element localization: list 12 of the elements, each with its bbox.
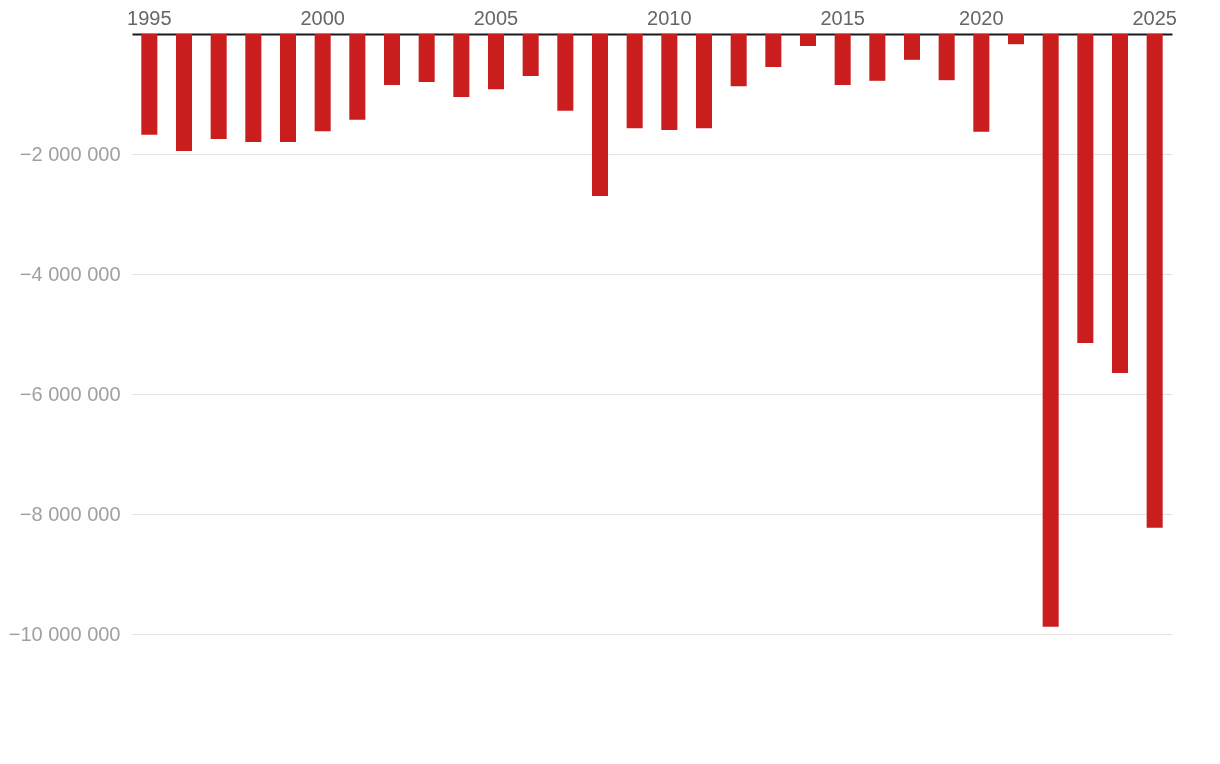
x-tick-label: 2005 — [473, 6, 519, 29]
y-tick-label: −2 000 000 — [19, 142, 121, 165]
x-tick-label: 2015 — [820, 6, 865, 29]
y-tick-label: −6 000 000 — [19, 382, 121, 405]
y-tick-label: −4 000 000 — [19, 262, 121, 285]
x-tick-label: 1995 — [127, 6, 172, 29]
y-tick-label: −8 000 000 — [19, 502, 121, 525]
y-tick-label: −10 000 000 — [8, 622, 121, 645]
x-tick-label: 2025 — [1132, 6, 1177, 29]
x-tick-label: 2010 — [647, 6, 692, 29]
x-tick-label: 2020 — [959, 6, 1004, 29]
x-tick-label: 2000 — [300, 6, 345, 29]
